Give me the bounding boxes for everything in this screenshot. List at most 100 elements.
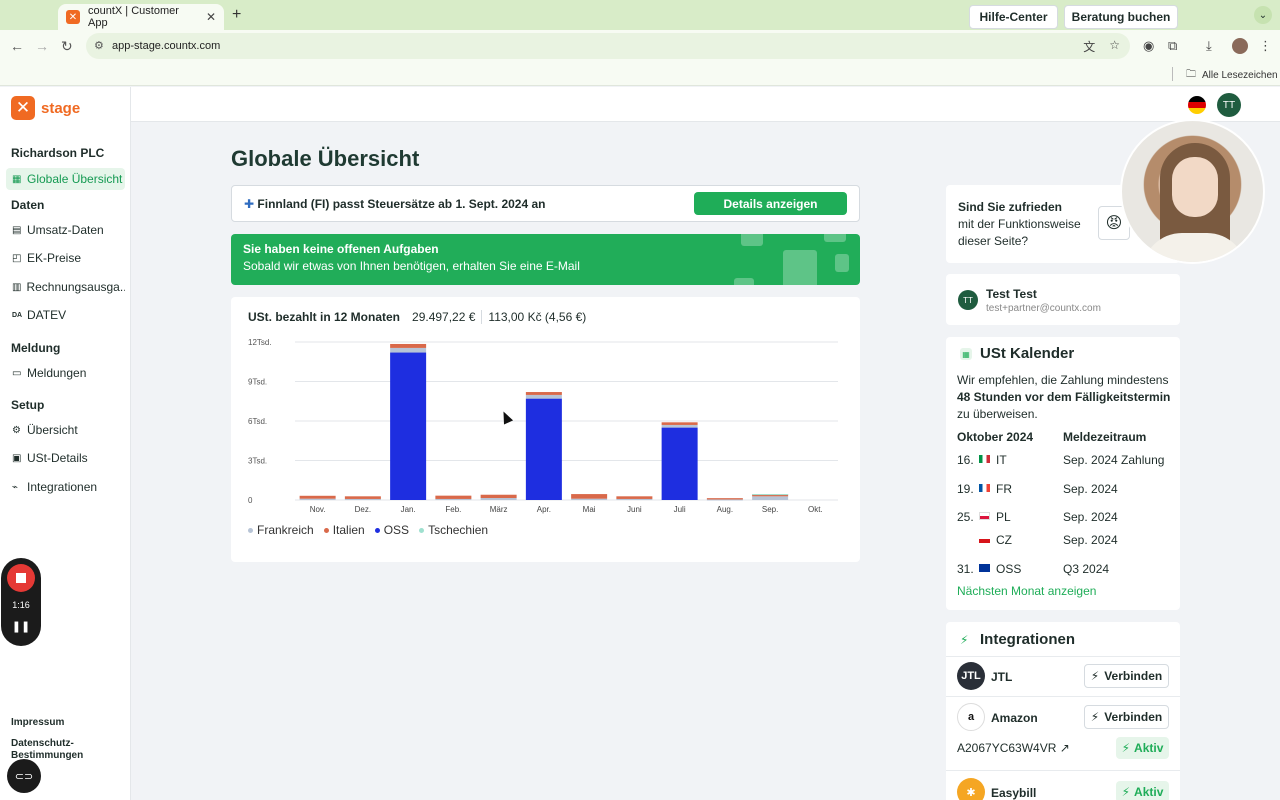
legend-item[interactable]: Tschechien bbox=[419, 523, 488, 537]
vat-calendar-card: ▦ USt Kalender Wir empfehlen, die Zahlun… bbox=[946, 337, 1180, 610]
easybill-logo-icon: ✱ bbox=[957, 778, 985, 800]
sidebar-item-meldungen[interactable]: ▭ Meldungen bbox=[6, 362, 125, 384]
site-settings-icon[interactable]: ⚙ bbox=[94, 40, 104, 52]
sidebar-item-uebersicht[interactable]: ⚙ Übersicht bbox=[6, 419, 125, 441]
tab-title: countX | Customer App bbox=[88, 5, 179, 29]
stop-recording-button[interactable] bbox=[7, 564, 35, 592]
x-tick-label: Apr. bbox=[537, 505, 551, 514]
download-icon[interactable]: ⤓ bbox=[1206, 38, 1212, 53]
divider bbox=[946, 770, 1180, 771]
sidebar-item-label: Meldungen bbox=[27, 366, 87, 380]
bar-segment-frankreich bbox=[390, 347, 427, 353]
bar-segment-italien bbox=[706, 498, 743, 500]
webcam-body bbox=[1142, 233, 1247, 262]
countx-logo[interactable]: ✕ stage bbox=[11, 96, 80, 120]
x-tick-label: Juli bbox=[674, 505, 686, 514]
sidebar-item-label: DATEV bbox=[27, 308, 67, 322]
vat-paid-chart-card: USt. bezahlt in 12 Monaten 29.497,22 € 1… bbox=[231, 297, 860, 562]
bar-segment-frankreich bbox=[752, 496, 789, 500]
bag-icon: ◰ bbox=[12, 252, 22, 264]
no-tasks-banner: Sie haben keine offenen Aufgaben Sobald … bbox=[231, 234, 860, 285]
connect-amazon-button[interactable]: ⚡ Verbinden bbox=[1084, 705, 1169, 729]
document-decoration-icon bbox=[734, 278, 754, 285]
impressum-link[interactable]: Impressum bbox=[11, 717, 65, 728]
password-manager-icon[interactable]: ◉ bbox=[1143, 38, 1155, 53]
legend-label: Frankreich bbox=[257, 523, 314, 537]
details-button[interactable]: Details anzeigen bbox=[694, 192, 847, 215]
sidebar-item-label: EK-Preise bbox=[27, 251, 82, 265]
legend-label: Tschechien bbox=[428, 523, 489, 537]
address-bar[interactable]: ⚙ app-stage.countx.com 文 ☆ bbox=[86, 33, 1130, 59]
easybill-status-badge: ⚡ Aktiv bbox=[1116, 781, 1169, 800]
user-avatar[interactable]: TT bbox=[1217, 93, 1241, 117]
calendar-desc-2: zu überweisen. bbox=[957, 407, 1038, 421]
gear-icon: ⚙ bbox=[12, 424, 21, 436]
grid-icon: ▦ bbox=[12, 173, 22, 185]
language-flag-de-icon[interactable] bbox=[1188, 96, 1206, 114]
calendar-day: 31. bbox=[957, 562, 974, 576]
book-icon: ▥ bbox=[12, 281, 22, 293]
pause-recording-icon[interactable]: ❚❚ bbox=[11, 621, 31, 633]
sidebar-item-integrationen[interactable]: ⌁ Integrationen bbox=[6, 476, 125, 498]
legend-swatch bbox=[419, 527, 425, 533]
bar-segment-frankreich bbox=[299, 498, 336, 500]
calendar-period-header: Meldezeitraum bbox=[1063, 430, 1147, 444]
recording-time: 1:16 bbox=[12, 600, 30, 610]
legend-item[interactable]: Italien bbox=[323, 523, 365, 537]
x-tick-label: Mai bbox=[583, 505, 596, 514]
bookmark-star-icon[interactable]: ☆ bbox=[1109, 38, 1120, 52]
datenschutz-link[interactable]: Datenschutz- Bestimmungen bbox=[11, 738, 83, 762]
document-check-icon bbox=[783, 250, 817, 285]
calendar-day: 19. bbox=[957, 482, 974, 496]
feedback-line-1: Sind Sie zufrieden bbox=[958, 200, 1063, 214]
calendar-description: Wir empfehlen, die Zahlung mindestens 48… bbox=[957, 372, 1172, 423]
sidebar-item-globale-uebersicht[interactable]: ▦ Globale Übersicht bbox=[6, 168, 125, 190]
amazon-account-link[interactable]: A2067YC63W4VR ↗ bbox=[957, 741, 1070, 755]
close-tab-icon[interactable]: ✕ bbox=[205, 10, 216, 24]
x-tick-label: Jan. bbox=[401, 505, 416, 514]
reload-icon[interactable]: ↻ bbox=[61, 38, 73, 54]
calendar-country: OSS bbox=[996, 562, 1022, 576]
book-consultation-button[interactable]: Beratung buchen bbox=[1064, 5, 1178, 29]
legend-item[interactable]: OSS bbox=[374, 523, 410, 537]
sidebar-item-umsatz-daten[interactable]: ▤ Umsatz-Daten bbox=[6, 219, 125, 241]
new-tab-icon[interactable]: + bbox=[232, 6, 242, 23]
bar-segment-italien bbox=[390, 343, 427, 348]
back-icon[interactable]: ← bbox=[10, 38, 24, 54]
help-center-button[interactable]: Hilfe-Center bbox=[969, 5, 1058, 29]
sidebar-item-ek-preise[interactable]: ◰ EK-Preise bbox=[6, 247, 125, 269]
sidebar: ✕ stage Richardson PLC ▦ Globale Übersic… bbox=[0, 87, 131, 800]
bar-segment-italien bbox=[661, 422, 698, 425]
document-icon: ▤ bbox=[12, 224, 22, 236]
bar-segment-frankreich bbox=[571, 498, 608, 500]
page-title: Globale Übersicht bbox=[231, 146, 420, 171]
next-month-link[interactable]: Nächsten Monat anzeigen bbox=[957, 584, 1097, 598]
screen-recorder: 1:16 ❚❚ bbox=[1, 558, 41, 646]
tab-search-chevron-icon[interactable]: ⌄ bbox=[1254, 6, 1272, 24]
connect-jtl-button[interactable]: ⚡ Verbinden bbox=[1084, 664, 1169, 688]
bookmarks-divider bbox=[1172, 67, 1173, 81]
feedback-line-3: dieser Seite? bbox=[958, 234, 1029, 248]
sidebar-item-ust-details[interactable]: ▣ USt-Details bbox=[6, 447, 125, 469]
calendar-country: CZ bbox=[996, 533, 1012, 547]
extensions-icon[interactable]: ⧉ bbox=[1168, 38, 1178, 53]
datev-icon: DA bbox=[12, 311, 23, 319]
sidebar-item-datev[interactable]: DA DATEV bbox=[6, 304, 125, 326]
amazon-logo-icon: a bbox=[957, 703, 985, 731]
forward-icon[interactable]: → bbox=[35, 38, 49, 54]
legend-label: OSS bbox=[383, 523, 410, 537]
bar-segment-italien bbox=[752, 494, 789, 497]
translate-icon[interactable]: 文 bbox=[1083, 40, 1096, 54]
all-bookmarks-button[interactable]: 🗀 Alle Lesezeichen bbox=[1186, 67, 1278, 84]
camera-toggle-icon[interactable]: ⊂⊃ bbox=[7, 759, 41, 793]
bookmarks-bar: 🗀 Alle Lesezeichen bbox=[0, 62, 1280, 86]
browser-profile-avatar[interactable] bbox=[1232, 38, 1248, 54]
calendar-country: IT bbox=[996, 453, 1007, 467]
jtl-logo-icon: JTL bbox=[957, 662, 985, 690]
browser-menu-icon[interactable]: ⋮ bbox=[1259, 38, 1272, 53]
sidebar-item-rechnungsausgang[interactable]: ▥ Rechnungsausga... bbox=[6, 276, 125, 298]
browser-tab[interactable]: ✕ countX | Customer App ✕ bbox=[58, 4, 224, 30]
integrations-card: ⚡ Integrationen JTL JTL ⚡ Verbinden a Am… bbox=[946, 622, 1180, 800]
calendar-day: 16. bbox=[957, 453, 974, 467]
legend-item[interactable]: Frankreich bbox=[248, 523, 314, 537]
